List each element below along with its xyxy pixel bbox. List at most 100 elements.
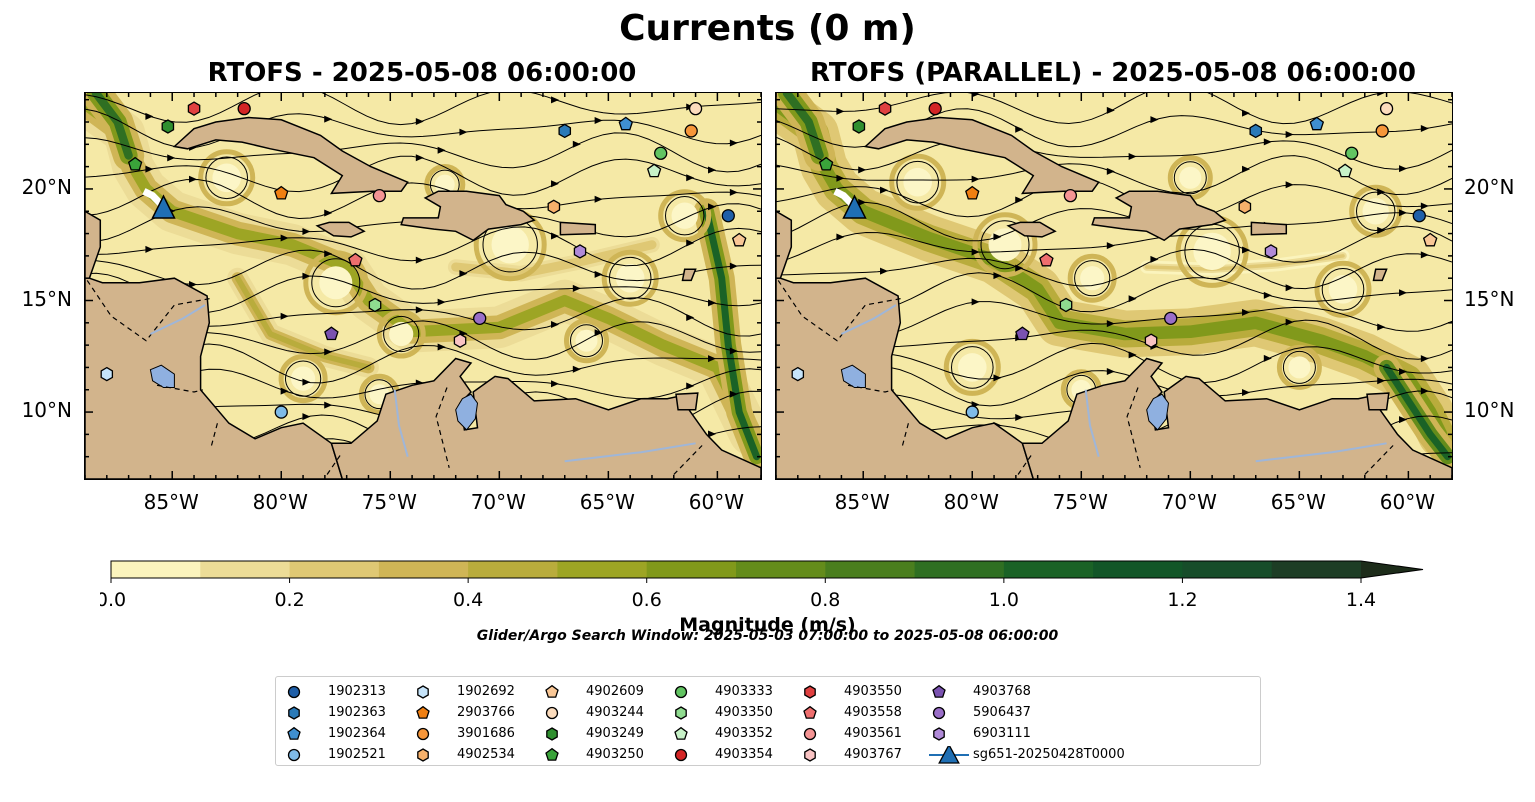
eddy-ring (889, 153, 947, 211)
colorbar-segment (1182, 561, 1273, 578)
streamline (85, 93, 761, 126)
float-legend-icon (545, 747, 559, 761)
float-legend-icon (417, 685, 429, 699)
legend-item-4903249: 4903249 (542, 723, 671, 743)
land-lesser-antilles (681, 268, 697, 282)
float-legend-icon (674, 748, 688, 762)
streamline-arrow (858, 198, 867, 206)
streamline-arrow (324, 401, 333, 409)
streamline (776, 201, 1452, 242)
river (564, 442, 696, 463)
land-lesser-antilles (1372, 268, 1388, 282)
legend-marker-1902364 (287, 726, 301, 740)
float-marker-4903550 (187, 101, 201, 116)
lon-tick-label: 70°W (1161, 490, 1217, 514)
eddy-core (434, 174, 455, 195)
float-marker-4903333 (1345, 146, 1359, 160)
float-marker-4903768 (324, 326, 339, 341)
eddy-ring (1314, 260, 1372, 318)
legend-label: 1902313 (328, 684, 386, 699)
streamline (85, 249, 761, 290)
caribbean-current-core (85, 98, 756, 440)
float-legend-icon (287, 685, 301, 699)
float-legend-icon (287, 726, 301, 740)
lake-nicaragua (149, 364, 175, 388)
streamline-arrow (551, 380, 560, 388)
streamline-arrow (572, 284, 581, 292)
legend-item-4903244: 4903244 (542, 702, 671, 722)
streamline-arrow (971, 298, 980, 306)
legend-item-4902534: 4902534 (413, 744, 542, 764)
legend-marker-1902692 (417, 685, 429, 699)
float-marker-4903249 (161, 119, 175, 134)
eddy-core (291, 366, 316, 391)
country-border (210, 420, 219, 446)
streamline-arrow (1399, 209, 1408, 217)
colorbar-segment (914, 561, 1005, 578)
legend-label: 4903550 (844, 684, 902, 699)
eddy-core (1080, 266, 1105, 291)
streamline-arrow (302, 413, 311, 421)
float-legend-icon (804, 748, 816, 762)
eddy-core (1179, 166, 1202, 189)
colorbar-segment (1003, 561, 1094, 578)
legend-item-4903350: 4903350 (671, 702, 800, 722)
legend-label: 4903350 (715, 705, 773, 720)
float-legend-icon (416, 727, 430, 741)
land-trinidad (1366, 392, 1390, 411)
float-marker-4903558 (348, 252, 363, 267)
eddy-ring (1276, 344, 1322, 390)
streamline-arrow (167, 154, 176, 162)
streamline-arrow (145, 112, 154, 120)
lat-axis-right: 20°N 15°N 10°N (1458, 92, 1535, 478)
legend-label: 5906437 (973, 705, 1031, 720)
streamline-arrow (1377, 93, 1385, 97)
streamline-arrow (280, 312, 289, 320)
panel-title-rtofs-parallel: RTOFS (PARALLEL) - 2025-05-08 06:00:00 (810, 58, 1416, 88)
float-legend-icon (417, 748, 429, 762)
legend-marker-4902609 (545, 684, 559, 698)
float-marker-4903768 (1015, 326, 1030, 341)
streamline-arrow (880, 267, 889, 275)
colorbar-extend-arrow (1361, 561, 1423, 578)
streamline-arrow (594, 195, 603, 203)
legend-label: 2903766 (457, 705, 515, 720)
eddy-streamline (951, 346, 994, 389)
streamline-arrow (1420, 251, 1429, 259)
legend-label: 4903561 (844, 726, 902, 741)
eddy-core (319, 266, 353, 300)
streamline (85, 132, 761, 173)
country-border (156, 384, 203, 393)
legend-item-4903768: 4903768 (929, 681, 1058, 701)
legend-label: 4903768 (973, 684, 1031, 699)
legend-marker-4903249 (546, 727, 558, 741)
streamline-arrow (1399, 289, 1408, 297)
legend-marker-1902521 (287, 748, 301, 762)
streamline-arrow (1106, 367, 1115, 375)
legend-marker-4903244 (545, 706, 559, 720)
float-marker-4903561 (372, 188, 387, 203)
colorbar-segment (468, 561, 558, 578)
lon-tick-label: 65°W (579, 490, 635, 514)
legend-label: 4902534 (457, 747, 515, 762)
float-marker-4902534 (547, 199, 561, 215)
streamline-arrow (551, 232, 560, 240)
colorbar-tick-label: 0.8 (810, 589, 840, 611)
eastern-jet-core (703, 207, 761, 461)
legend-marker-3901686 (416, 727, 430, 741)
colorbar-tick-label: 0.2 (274, 589, 304, 611)
lon-tick-label: 75°W (361, 490, 417, 514)
legend-marker-4903767 (804, 748, 816, 762)
float-marker-4903244 (688, 101, 703, 116)
lon-tick-label: 60°W (688, 490, 744, 514)
legend-marker-4903354 (674, 748, 688, 762)
lat-tick-label: 20°N (21, 174, 72, 199)
float-legend-icon (545, 684, 559, 698)
land-central-america (776, 93, 1035, 479)
streamline-arrow (1128, 295, 1137, 303)
eddy-ring (564, 318, 609, 364)
streamline-arrow (993, 233, 1002, 241)
glider-marker-sg651-20250428T0000 (842, 194, 867, 219)
float-marker-4902609 (1422, 232, 1438, 247)
legend-item-1902363: 1902363 (284, 702, 413, 722)
